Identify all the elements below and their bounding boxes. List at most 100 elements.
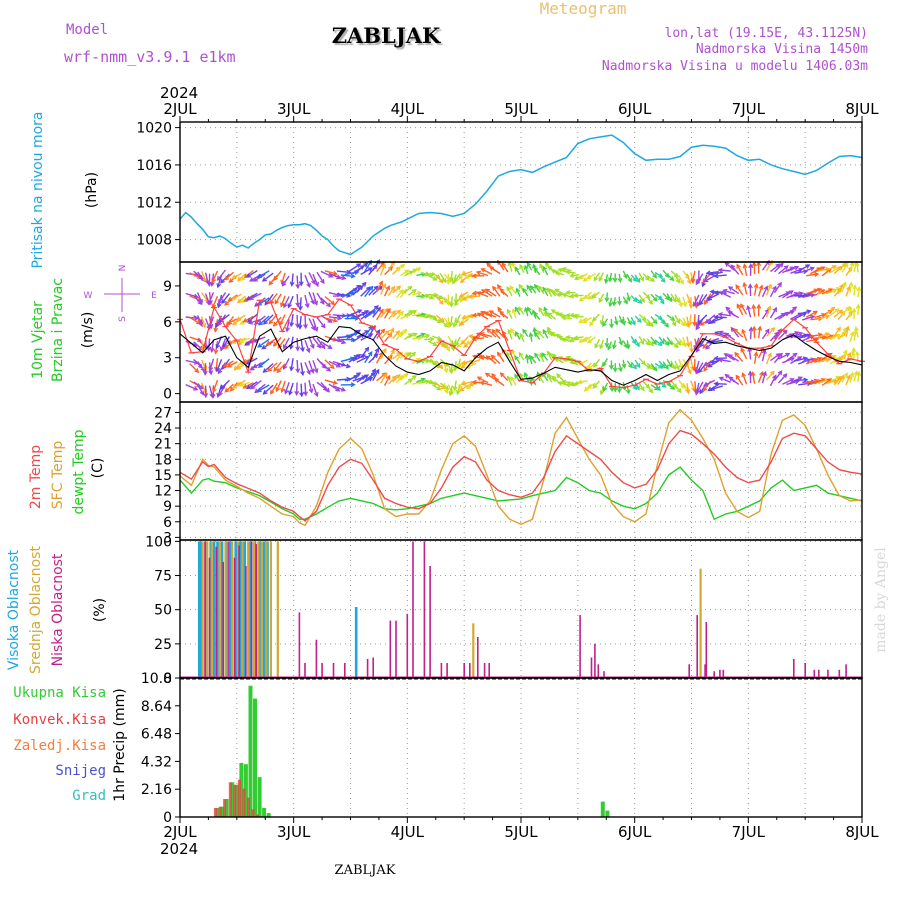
wind-arrow [416,332,425,338]
wind-arrow [428,340,438,346]
wind-arrow-head [235,316,241,321]
wind-arrow [506,309,513,319]
wind-arrow [494,378,505,387]
wind-arrow [718,313,731,317]
wind-arrow-head [429,294,435,300]
cloud-low-bar [215,546,218,678]
wind-arrow-head [660,339,665,345]
wind-arrow [529,355,537,364]
wind-arrow-head [445,279,451,285]
wind-arrow [499,310,509,319]
wind-arrow [400,269,409,277]
wind-arrow-head [556,373,561,379]
wind-arrow [284,381,290,394]
wind-arrow [454,297,461,306]
wind-arrow [428,293,438,296]
wind-arrow-head [612,387,618,393]
wind-arrow-head [198,321,204,328]
wind-arrow [773,353,783,364]
wind-arrow-head [648,322,654,328]
wind-arrow-head [554,311,560,316]
wind-arrow [626,292,631,301]
wind-arrow [529,333,533,342]
wind-arrow-head [789,378,795,383]
wind-arrow [658,381,667,388]
wind-arrow [777,373,788,384]
cloud-low-bar [332,663,335,678]
wind-arrow-head [325,387,330,393]
wind-arrow-head [299,392,305,398]
wind-arrow-head [809,314,816,320]
wind-arrow [224,383,234,393]
wind-arrow [379,283,387,295]
wind-arrow-head [202,366,208,372]
wind-arrow-head [480,310,486,316]
wind-arrow-head [238,338,244,343]
wind-arrow-head [533,266,539,272]
wind-arrow-head [565,382,571,388]
precip-total-bar [234,784,239,817]
wind-arrow-head [835,287,842,292]
wind-arrow [825,355,836,363]
cloud-label-low: Niska Oblacnost [50,553,66,666]
cloud-mid-bar [276,541,279,678]
wind-arrow [769,307,778,319]
wind-arrow [785,352,798,362]
wind-arrow [674,274,680,283]
wind-arrow [666,336,673,345]
wind-arrow [274,293,282,304]
wind-arrow-head [702,343,708,349]
wind-arrow-head [686,279,692,285]
wind-arrow [618,336,623,345]
wind-arrow [696,381,704,394]
wind-arrow [626,274,632,282]
wind-arrow-head [659,299,665,305]
wind-arrow [507,376,513,386]
wind-arrow-head [529,355,535,361]
wind-arrow-head [227,296,233,302]
wind-arrow-head [300,347,305,353]
wind-arrow [825,306,835,316]
y-tick-label: 50 [154,603,172,619]
wind-arrow [300,362,304,376]
wind-arrow-head [578,318,584,323]
wind-arrow-head [193,386,199,391]
wind-arrow-head [262,319,268,325]
wind-arrow-head [767,283,772,289]
wind-arrow-head [493,378,499,383]
wind-arrow [215,336,223,349]
wind-arrow [749,327,752,340]
wind-arrow-head [514,355,519,361]
wind-arrow [392,374,401,383]
wind-arrow [520,333,525,343]
wind-arrow-head [798,332,804,337]
pressure-unit: (hPa) [84,172,100,208]
wind-arrow-head [809,266,815,272]
wind-arrow [542,266,549,276]
wind-arrow-head [652,296,658,302]
cloud-low-bar [579,615,581,678]
wind-arrow-head [412,309,418,315]
wind-arrow [280,295,286,307]
wind-arrow [634,315,642,323]
cloud-high-bar [225,541,228,678]
wind-arrow [609,297,613,307]
wind-arrow-head [806,309,812,315]
wind-arrow-head [202,370,208,376]
cloud-low-bar [222,561,224,678]
wind-arrow [489,266,501,275]
wind-arrow [642,362,651,369]
y-tick-label: 0 [163,671,172,687]
wind-arrow-head [671,364,676,370]
wind-arrow [638,336,645,345]
wind-arrow-head [361,281,367,287]
wind-arrow [817,358,830,363]
footer-title: ZABLJAK [335,863,396,878]
wind-arrow [408,375,417,382]
y-tick-label: 0 [163,387,172,403]
wind-arrow [654,339,663,346]
wind-arrow [211,273,215,286]
wind-arrow-head [772,306,778,313]
wind-arrow-head [538,306,544,312]
wind-arrow [459,291,469,298]
